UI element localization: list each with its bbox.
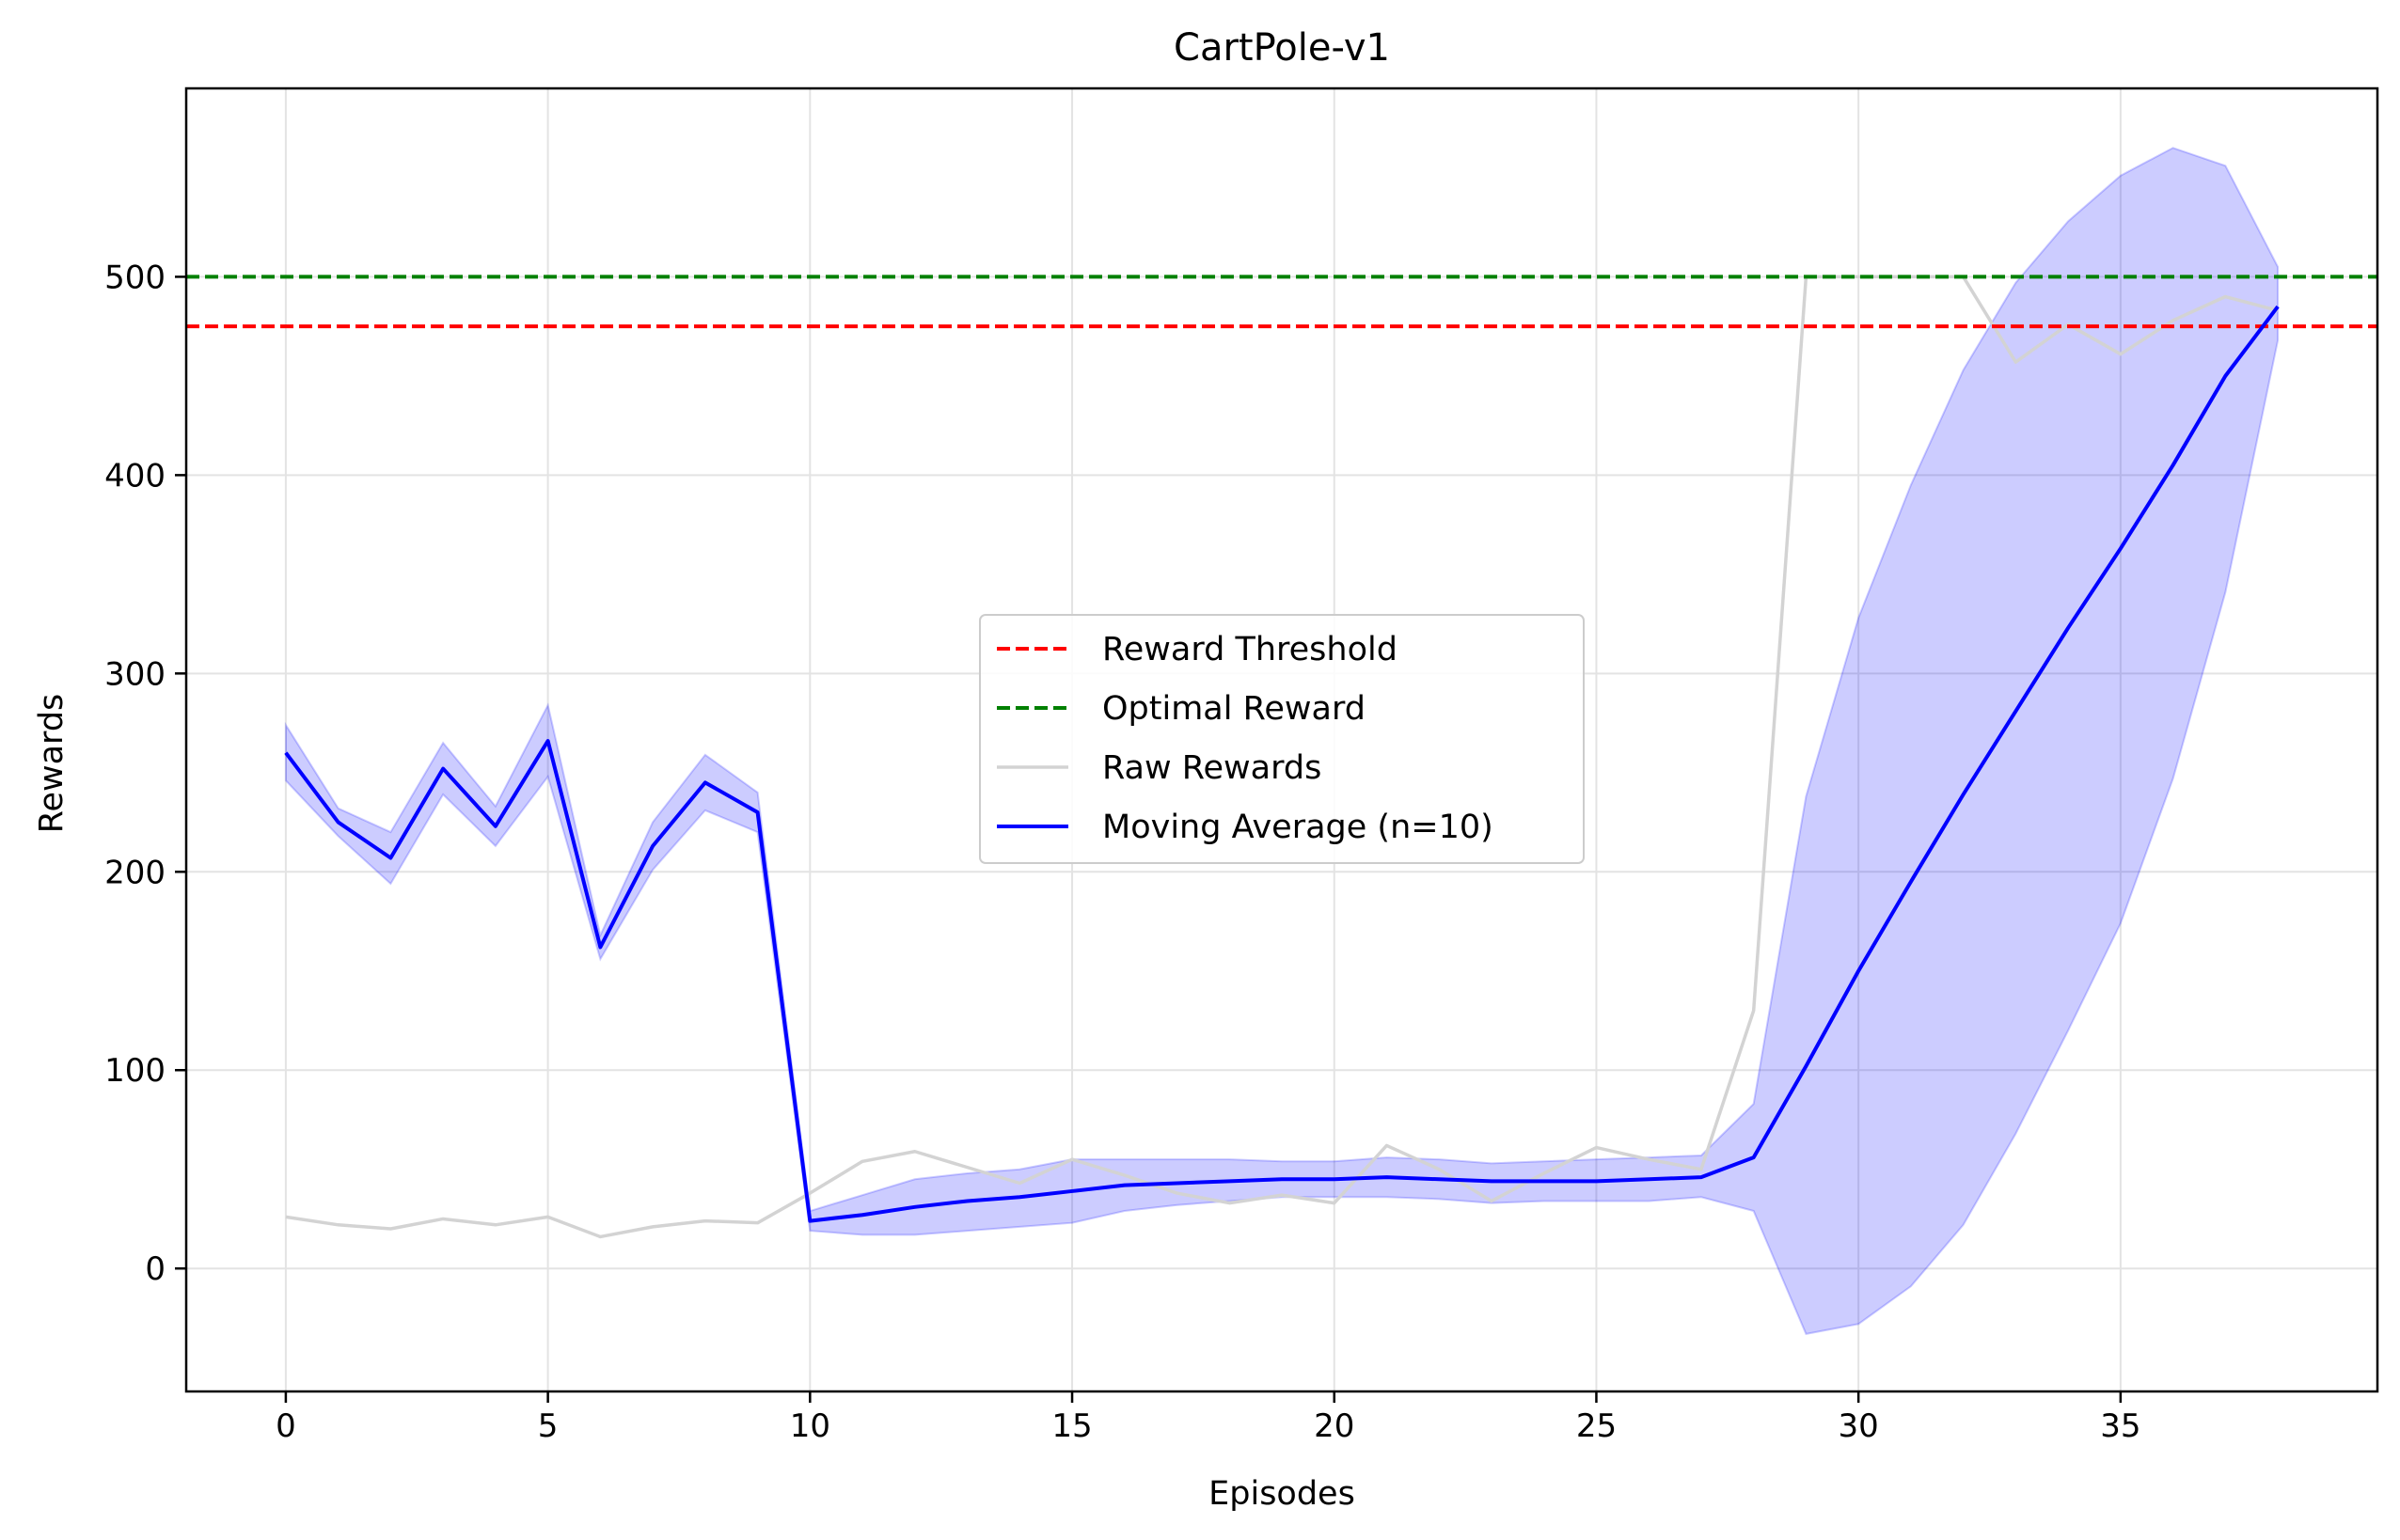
y-tick-label: 300 <box>104 655 166 693</box>
legend-optimal-reward-label: Optimal Reward <box>1102 690 1366 728</box>
axes: 0 5 10 15 20 25 30 35 0 100 200 300 400 500 <box>104 86 2379 1445</box>
legend-raw-rewards: Raw Rewards <box>997 749 1321 787</box>
x-tick-label: 10 <box>790 1407 830 1445</box>
legend-reward-threshold-label: Reward Threshold <box>1102 631 1397 668</box>
legend: Reward Threshold Optimal Reward Raw Reward… <box>979 614 1585 864</box>
legend-moving-average-label: Moving Average (n=10) <box>1102 809 1493 846</box>
y-tick-label: 100 <box>104 1052 166 1090</box>
plot-frame <box>184 86 2379 1393</box>
x-tick-label: 20 <box>1314 1407 1354 1445</box>
x-tick-label: 35 <box>2100 1407 2140 1445</box>
legend-optimal-reward: Optimal Reward <box>997 690 1366 728</box>
chart-title: CartPole-v1 <box>1174 26 1390 70</box>
x-tick-label: 0 <box>276 1407 296 1445</box>
legend-raw-rewards-label: Raw Rewards <box>1102 749 1321 787</box>
x-tick-label: 5 <box>538 1407 559 1445</box>
moving-average-line <box>284 305 2280 1223</box>
legend-box <box>979 614 1585 864</box>
legend-reward-threshold: Reward Threshold <box>997 631 1397 668</box>
x-tick-label: 30 <box>1839 1407 1879 1445</box>
x-tick-label: 25 <box>1576 1407 1617 1445</box>
y-tick-label: 200 <box>104 854 166 891</box>
y-tick-label: 400 <box>104 457 166 495</box>
y-tick-label: 500 <box>104 259 166 296</box>
x-tick-label: 15 <box>1051 1407 1092 1445</box>
plot-area <box>186 147 2377 1335</box>
y-tick-label: 0 <box>145 1250 166 1288</box>
x-axis-label: Episodes <box>1208 1475 1355 1513</box>
y-axis-label: Rewards <box>33 694 71 834</box>
legend-moving-average: Moving Average (n=10) <box>997 809 1493 846</box>
moving-average-band <box>284 147 2280 1335</box>
